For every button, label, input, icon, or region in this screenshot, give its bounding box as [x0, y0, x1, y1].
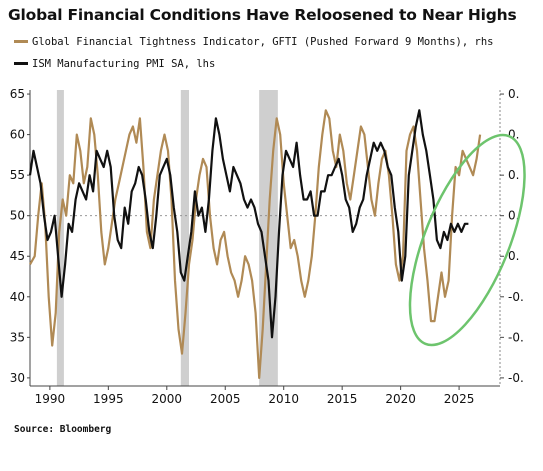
x-tick-label-6: 2020: [385, 392, 416, 406]
y-tick-label-right-6: -0.: [508, 330, 524, 344]
x-tick-label-4: 2010: [268, 392, 299, 406]
x-tick-label-5: 2015: [327, 392, 358, 406]
recession-band-0: [56, 90, 64, 386]
y-tick-label-right-1: 0.: [508, 128, 519, 142]
legend-item-pmi: ISM Manufacturing PMI SA, lhs: [14, 58, 215, 70]
y-tick-label-left-5: 55: [10, 168, 25, 182]
highlight-ellipse: [408, 133, 526, 347]
y-tick-label-left-3: 45: [10, 249, 25, 263]
y-tick-label-left-2: 40: [10, 290, 25, 304]
y-tick-label-left-7: 65: [10, 87, 25, 101]
y-tick-label-right-7: -0.: [508, 371, 524, 385]
y-tick-label-left-4: 50: [10, 209, 25, 223]
x-tick-label-7: 2025: [444, 392, 475, 406]
y-tick-label-right-5: -0.: [508, 290, 524, 304]
legend-item-gfti: Global Financial Tightness Indicator, GF…: [14, 36, 493, 48]
series-line-gfti: [29, 109, 482, 379]
x-tick-label-0: 1990: [35, 392, 66, 406]
source-note: Source: Bloomberg: [14, 424, 112, 435]
series-line-pmi: [28, 109, 469, 339]
legend-swatch-gfti: [14, 39, 28, 43]
y-tick-label-right-0: 0.: [508, 87, 519, 101]
legend-label-gfti: Global Financial Tightness Indicator, GF…: [32, 36, 494, 48]
x-tick-label-3: 2005: [210, 392, 241, 406]
y-tick-label-right-4: 0.: [508, 249, 519, 263]
legend-label-pmi: ISM Manufacturing PMI SA, lhs: [32, 58, 216, 70]
chart-title: Global Financial Conditions Have Reloose…: [8, 6, 517, 24]
y-tick-label-left-0: 30: [10, 371, 25, 385]
legend-swatch-pmi: [14, 61, 28, 65]
x-tick-label-2: 2000: [152, 392, 183, 406]
y-tick-label-right-3: 0.: [508, 209, 519, 223]
y-tick-label-right-2: 0.: [508, 168, 519, 182]
y-tick-label-left-6: 60: [10, 128, 25, 142]
y-tick-label-left-1: 35: [10, 330, 25, 344]
x-tick-label-1: 1995: [93, 392, 124, 406]
recession-band-1: [180, 90, 190, 386]
